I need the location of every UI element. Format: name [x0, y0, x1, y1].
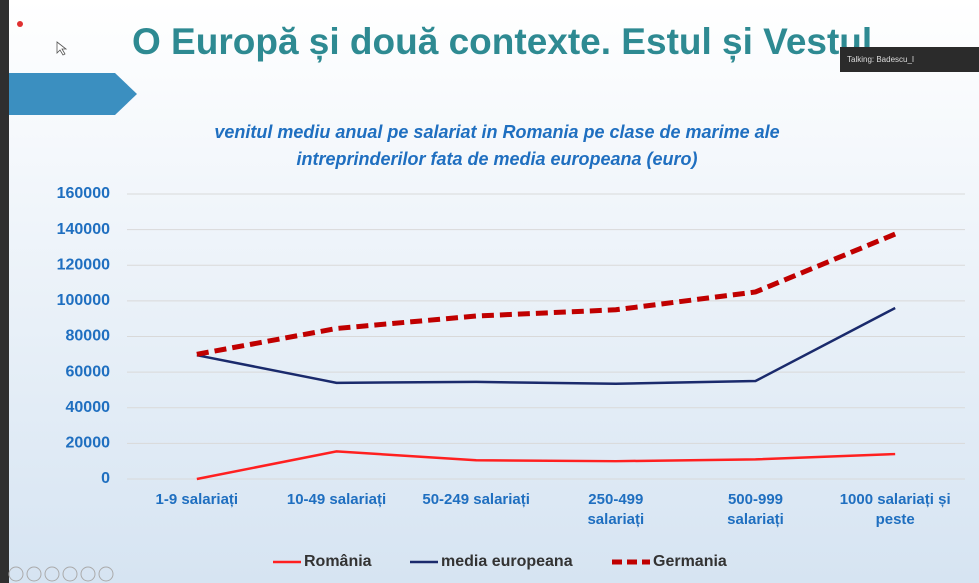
y-tick-label: 60000 [66, 363, 111, 380]
control-icon[interactable] [98, 566, 114, 582]
chart-title: venitul mediu anual pe salariat in Roman… [214, 122, 780, 169]
y-tick-label: 100000 [57, 292, 110, 309]
series-line [196, 306, 896, 385]
y-tick-label: 140000 [57, 221, 110, 238]
legend-label: România [304, 553, 372, 570]
y-tick-label: 160000 [57, 185, 110, 202]
talking-box [840, 47, 979, 72]
control-icon[interactable] [8, 566, 24, 582]
y-tick-label: 80000 [66, 328, 111, 345]
control-icon[interactable] [62, 566, 78, 582]
series-line [196, 450, 896, 481]
x-tick-label: 1-9 salariați [155, 491, 239, 508]
x-tick-label: 500-999 salariați [727, 491, 784, 528]
series-line [196, 231, 897, 357]
y-tick-label: 40000 [66, 399, 111, 416]
control-icon[interactable] [80, 566, 96, 582]
legend-label: Germania [653, 553, 727, 570]
legend-label: media europeana [441, 553, 573, 570]
slide-title: O Europă și două contexte. Estul și Vest… [132, 21, 872, 62]
x-tick-label: 10-49 salariați [286, 491, 387, 508]
x-tick-label: 50-249 salariați [422, 491, 530, 508]
record-dot [17, 21, 23, 27]
cursor [56, 41, 68, 56]
y-tick-label: 20000 [66, 435, 111, 452]
x-tick-label: 250-499 salariați [587, 491, 645, 528]
talking-label: Talking: Badescu_I [847, 55, 914, 64]
y-tick-label: 0 [101, 470, 110, 487]
controls [8, 566, 114, 582]
x-tick-label: 1000 salariați și peste [839, 491, 951, 528]
y-tick-label: 120000 [57, 256, 110, 273]
left-bar [0, 0, 9, 583]
control-icon[interactable] [26, 566, 42, 582]
arrow-shape [9, 73, 137, 115]
control-icon[interactable] [44, 566, 60, 582]
